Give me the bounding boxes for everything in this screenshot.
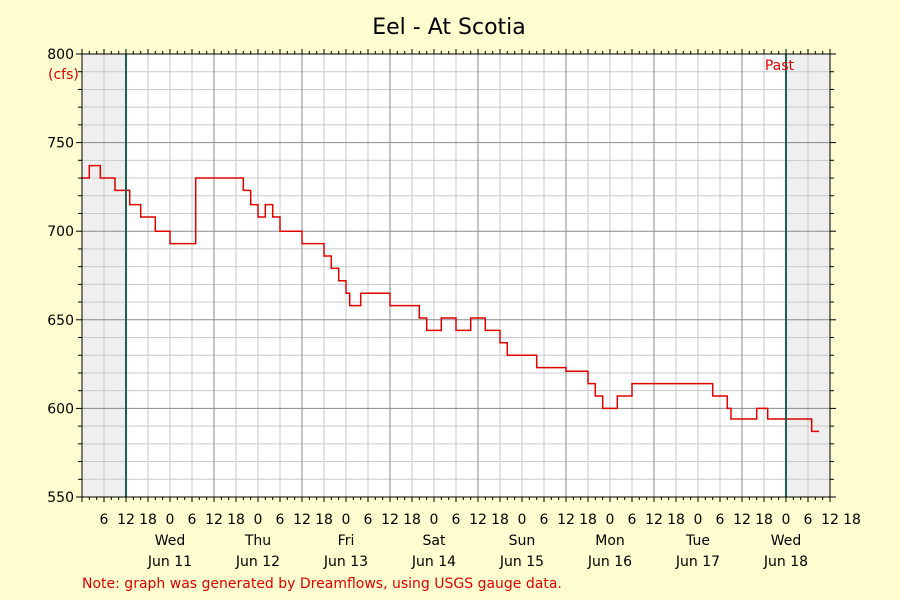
x-tick-label: 12 [645, 512, 663, 528]
y-tick-label: 800 [47, 47, 74, 63]
x-tick-label: 0 [694, 512, 703, 528]
footer-note: Note: graph was generated by Dreamflows,… [82, 576, 562, 592]
date-label: Jun 11 [147, 554, 192, 570]
x-tick-label: 6 [628, 512, 637, 528]
day-label: Thu [244, 533, 271, 549]
x-tick-label: 12 [821, 512, 839, 528]
y-axis-unit-label: (cfs) [48, 67, 79, 83]
x-tick-label: 0 [606, 512, 615, 528]
x-tick-label: 12 [557, 512, 575, 528]
x-tick-label: 12 [293, 512, 311, 528]
y-tick-label: 650 [47, 313, 74, 329]
x-tick-label: 18 [227, 512, 245, 528]
x-tick-label: 6 [804, 512, 813, 528]
day-label: Wed [155, 533, 186, 549]
x-tick-label: 0 [342, 512, 351, 528]
x-tick-label: 18 [667, 512, 685, 528]
y-tick-label: 550 [47, 490, 74, 506]
date-label: Jun 13 [323, 554, 368, 570]
day-label: Sun [509, 533, 536, 549]
x-tick-label: 12 [205, 512, 223, 528]
x-tick-label: 18 [579, 512, 597, 528]
y-tick-label: 600 [47, 401, 74, 417]
y-tick-label: 700 [47, 224, 74, 240]
x-tick-label: 18 [403, 512, 421, 528]
x-tick-label: 18 [315, 512, 333, 528]
x-tick-label: 18 [843, 512, 861, 528]
x-tick-label: 12 [117, 512, 135, 528]
x-tick-label: 6 [188, 512, 197, 528]
x-tick-label: 6 [364, 512, 373, 528]
date-label: Jun 15 [499, 554, 544, 570]
x-tick-label: 6 [276, 512, 285, 528]
x-tick-label: 18 [139, 512, 157, 528]
chart-title: Eel - At Scotia [372, 15, 526, 40]
past-label: Past [765, 58, 795, 74]
x-tick-label: 12 [381, 512, 399, 528]
day-label: Sat [423, 533, 446, 549]
date-label: Jun 14 [411, 554, 456, 570]
x-tick-label: 0 [166, 512, 175, 528]
x-tick-label: 18 [755, 512, 773, 528]
day-label: Tue [685, 533, 710, 549]
date-label: Jun 17 [675, 554, 720, 570]
x-tick-label: 0 [518, 512, 527, 528]
date-label: Jun 16 [587, 554, 632, 570]
x-tick-label: 12 [469, 512, 487, 528]
day-label: Wed [771, 533, 802, 549]
date-label: Jun 12 [235, 554, 280, 570]
day-label: Fri [338, 533, 355, 549]
day-label: Mon [595, 533, 625, 549]
x-tick-label: 18 [491, 512, 509, 528]
y-tick-label: 750 [47, 136, 74, 152]
x-tick-label: 0 [254, 512, 263, 528]
date-label: Jun 18 [763, 554, 808, 570]
x-tick-label: 6 [452, 512, 461, 528]
x-tick-label: 0 [430, 512, 439, 528]
x-tick-label: 6 [100, 512, 109, 528]
flow-series-line [82, 164, 819, 433]
x-tick-label: 6 [540, 512, 549, 528]
x-tick-label: 6 [716, 512, 725, 528]
x-tick-label: 0 [782, 512, 791, 528]
x-tick-label: 12 [733, 512, 751, 528]
